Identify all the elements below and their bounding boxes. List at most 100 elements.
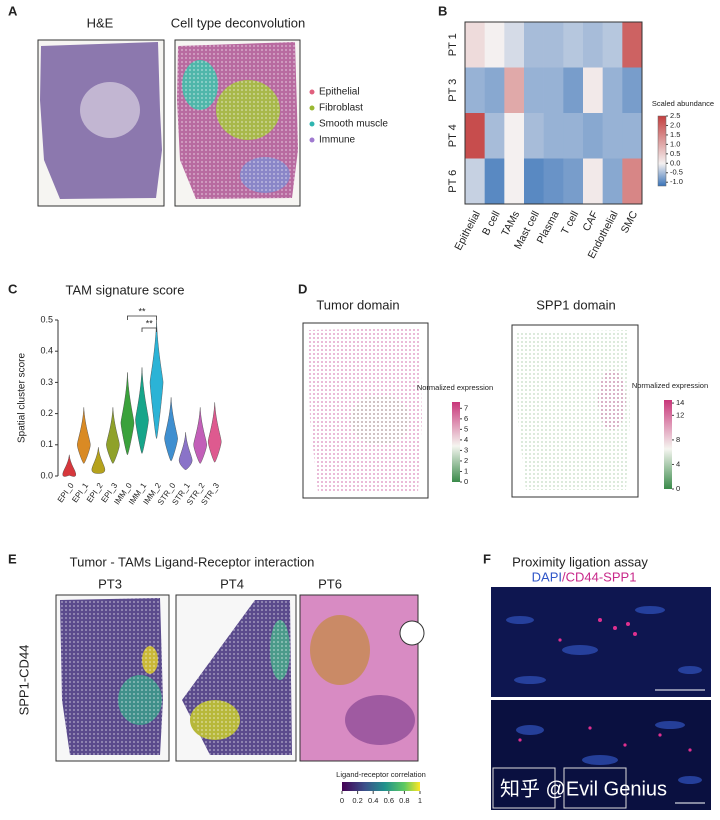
- row-label: PT 3: [447, 79, 459, 102]
- heatmap-cell: [583, 158, 603, 205]
- violin: [207, 402, 222, 463]
- colorbar-tick-label: 3: [464, 445, 468, 454]
- pla-signals: [518, 618, 692, 752]
- colorbar: Ligand-receptor correlation 0 0.2 0.4 0.6 0.8…: [336, 770, 426, 805]
- colorbar-tick-label: 12: [676, 410, 684, 419]
- heatmap-cell: [543, 158, 564, 205]
- column-label: Epithelial: [452, 209, 483, 252]
- heatmap-cell: [484, 158, 505, 205]
- legend-marker: [309, 121, 315, 127]
- colorbar-title: Ligand-receptor correlation: [336, 770, 426, 779]
- chart-title: TAM signature score: [66, 282, 185, 297]
- colorbar-tick-label: 0: [340, 796, 344, 805]
- heatmap-cell: [465, 22, 485, 68]
- heatmap-cell: [484, 113, 505, 159]
- spot-grid: [60, 598, 163, 755]
- panel-label: B: [438, 3, 447, 18]
- colorbar-tick-label: 8: [676, 435, 680, 444]
- heatmap-cell: [524, 22, 544, 68]
- colorbar-tick-label: 7: [464, 403, 468, 412]
- column-label: SMC: [619, 209, 641, 236]
- colorbar: [452, 402, 460, 482]
- colorbar-tick-label: 0.6: [384, 796, 394, 805]
- tissue-hole: [399, 620, 425, 646]
- column-label: CAF: [580, 209, 600, 233]
- colorbar-tick-label: 0: [676, 484, 680, 493]
- row-label: PT 4: [447, 124, 459, 147]
- tissue-region: [310, 615, 370, 685]
- colorbar-tick-label: 0.8: [399, 796, 409, 805]
- image-title: Tumor domain: [316, 297, 399, 312]
- panel-title: Proximity ligation assay: [512, 554, 648, 569]
- heatmap-cell: [622, 113, 643, 159]
- colorbar-tick-label: 0.2: [352, 796, 362, 805]
- stain-label: /CD44-SPP1: [562, 569, 636, 584]
- heatmap-cell: [583, 22, 603, 68]
- image-title: Cell type deconvolution: [171, 15, 305, 30]
- violin: [164, 397, 178, 462]
- heatmap-cell: [524, 67, 544, 114]
- colorbar-tick-label: 5: [464, 424, 468, 433]
- colorbar-tick-label: 1.5: [670, 130, 680, 139]
- colorbar-title: Normalized expression: [417, 383, 493, 392]
- heatmap-cell: [583, 67, 603, 114]
- y-tick-label: 0.5: [40, 314, 53, 324]
- colorbar-tick-label: 2.0: [670, 120, 680, 129]
- legend-marker: [309, 137, 315, 143]
- heatmap-cell: [465, 113, 485, 159]
- colorbar-tick-label: 2: [464, 456, 468, 465]
- heatmap-cell: [602, 158, 623, 205]
- micrograph: [491, 700, 711, 810]
- heatmap-cell: [543, 22, 564, 68]
- colorbar-tick-label: 6: [464, 414, 468, 423]
- y-tick-label: 0.3: [40, 377, 53, 387]
- heatmap-cell: [465, 67, 485, 114]
- y-tick-label: 0.0: [40, 470, 53, 480]
- heatmap-cell: [622, 67, 643, 114]
- violin: [193, 407, 207, 464]
- tissue-region: [80, 82, 140, 138]
- tissue-region: [345, 695, 415, 745]
- row-label: PT 1: [447, 33, 459, 56]
- violin: [178, 432, 193, 470]
- panel-label: F: [483, 551, 491, 566]
- panel-label: D: [298, 281, 307, 296]
- image-title: SPP1 domain: [536, 297, 616, 312]
- violin: [149, 319, 164, 439]
- heatmap-frame: [464, 21, 643, 205]
- legend-label: Immune: [319, 135, 356, 146]
- spot-grid: [177, 42, 298, 199]
- inset-frame: [563, 767, 627, 809]
- significance-label: **: [138, 306, 146, 316]
- row-label: SPP1-CD44: [16, 645, 31, 716]
- y-axis-label: Spatial cluster score: [17, 353, 28, 443]
- spot-grid: [182, 600, 292, 755]
- panel-label: A: [8, 3, 18, 18]
- panel-title: Tumor - TAMs Ligand-Receptor interaction: [70, 554, 315, 569]
- colorbar-tick-label: 4: [464, 435, 468, 444]
- colorbar-tick-label: 4: [676, 459, 680, 468]
- sample-label: PT6: [318, 576, 342, 591]
- heatmap-cell: [563, 67, 584, 114]
- image-title: H&E: [87, 15, 114, 30]
- spot-region: [350, 395, 410, 445]
- legend-marker: [309, 105, 315, 111]
- row-label: PT 6: [447, 170, 459, 193]
- heatmap-cell: [504, 158, 525, 205]
- colorbar-title: Normalized expression: [632, 381, 708, 390]
- colorbar: [664, 400, 672, 489]
- heatmap-cell: [524, 158, 544, 205]
- heatmap-cell: [622, 22, 643, 68]
- colorbar-tick-label: 0: [464, 477, 468, 486]
- legend: Epithelial Fibroblast Smooth muscle Immune: [309, 87, 388, 146]
- violin: [91, 447, 106, 474]
- heatmap-cell: [543, 113, 564, 159]
- sample-label: PT4: [220, 576, 244, 591]
- heatmap-cell: [602, 67, 623, 114]
- colorbar-tick-label: 0.4: [368, 796, 378, 805]
- colorbar: [342, 782, 420, 791]
- spot-region: [598, 370, 626, 430]
- y-tick-label: 0.4: [40, 346, 53, 356]
